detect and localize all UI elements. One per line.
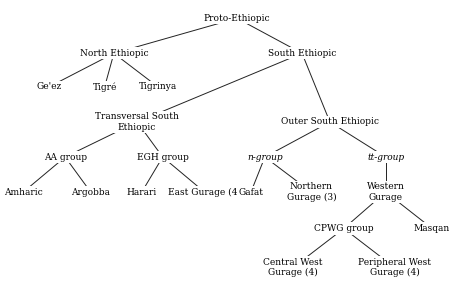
Text: North Ethiopic: North Ethiopic	[80, 49, 148, 58]
Text: n-group: n-group	[247, 152, 283, 162]
Text: Tigré: Tigré	[92, 82, 117, 92]
Text: CPWG group: CPWG group	[314, 224, 374, 233]
Text: Harari: Harari	[127, 188, 157, 196]
Text: tt-group: tt-group	[367, 152, 404, 162]
Text: Tigrinya: Tigrinya	[139, 82, 177, 92]
Text: EGH group: EGH group	[137, 152, 189, 162]
Text: Proto-Ethiopic: Proto-Ethiopic	[204, 14, 270, 23]
Text: Gafat: Gafat	[238, 188, 264, 196]
Text: Argobba: Argobba	[71, 188, 110, 196]
Text: Outer South Ethiopic: Outer South Ethiopic	[281, 118, 379, 126]
Text: East Gurage (4): East Gurage (4)	[168, 188, 241, 196]
Text: Western
Gurage: Western Gurage	[367, 182, 405, 202]
Text: Ge'ez: Ge'ez	[36, 82, 62, 92]
Text: Peripheral West
Gurage (4): Peripheral West Gurage (4)	[358, 258, 431, 277]
Text: AA group: AA group	[44, 152, 87, 162]
Text: Masqan: Masqan	[414, 224, 450, 233]
Text: Central West
Gurage (4): Central West Gurage (4)	[263, 258, 322, 277]
Text: Amharic: Amharic	[4, 188, 43, 196]
Text: Northern
Gurage (3): Northern Gurage (3)	[286, 182, 336, 202]
Text: Transversal South
Ethiopic: Transversal South Ethiopic	[95, 112, 179, 132]
Text: South Ethiopic: South Ethiopic	[268, 49, 336, 58]
